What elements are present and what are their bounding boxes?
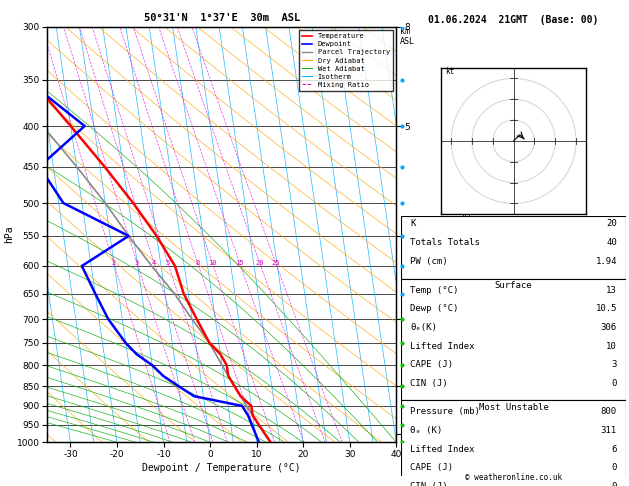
Text: 6: 6 bbox=[611, 445, 617, 453]
Text: Most Unstable: Most Unstable bbox=[479, 403, 548, 412]
Text: 3: 3 bbox=[135, 260, 139, 266]
Text: 0: 0 bbox=[611, 482, 617, 486]
Text: 8: 8 bbox=[196, 260, 200, 266]
Text: θₑ(K): θₑ(K) bbox=[410, 323, 437, 332]
Text: 0: 0 bbox=[611, 379, 617, 388]
Text: Pressure (mb): Pressure (mb) bbox=[410, 407, 480, 416]
Text: 4: 4 bbox=[152, 260, 157, 266]
Text: 01.06.2024  21GMT  (Base: 00): 01.06.2024 21GMT (Base: 00) bbox=[428, 15, 599, 25]
Text: PW (cm): PW (cm) bbox=[410, 257, 448, 266]
Text: 3: 3 bbox=[611, 361, 617, 369]
Legend: Temperature, Dewpoint, Parcel Trajectory, Dry Adiabat, Wet Adiabat, Isotherm, Mi: Temperature, Dewpoint, Parcel Trajectory… bbox=[299, 30, 392, 91]
Text: 0: 0 bbox=[611, 463, 617, 472]
Bar bbox=[401, 278, 626, 400]
Text: Surface: Surface bbox=[495, 281, 532, 290]
Text: Temp (°C): Temp (°C) bbox=[410, 286, 459, 295]
Text: 50°31'N  1°37'E  30m  ASL: 50°31'N 1°37'E 30m ASL bbox=[143, 13, 300, 22]
Text: CIN (J): CIN (J) bbox=[410, 482, 448, 486]
Text: 2: 2 bbox=[112, 260, 116, 266]
Text: 1.94: 1.94 bbox=[596, 257, 617, 266]
Text: 20: 20 bbox=[255, 260, 264, 266]
Text: Totals Totals: Totals Totals bbox=[410, 238, 480, 247]
Bar bbox=[401, 216, 626, 278]
Text: 10: 10 bbox=[208, 260, 216, 266]
Text: CAPE (J): CAPE (J) bbox=[410, 361, 454, 369]
Y-axis label: hPa: hPa bbox=[4, 226, 14, 243]
Text: K: K bbox=[410, 219, 416, 228]
Text: Lifted Index: Lifted Index bbox=[410, 445, 475, 453]
Text: 10: 10 bbox=[606, 342, 617, 351]
Text: 311: 311 bbox=[601, 426, 617, 435]
Bar bbox=[401, 400, 626, 486]
Y-axis label: Mixing Ratio (g/kg): Mixing Ratio (g/kg) bbox=[462, 187, 471, 282]
Text: 10.5: 10.5 bbox=[596, 304, 617, 313]
Text: 5: 5 bbox=[165, 260, 170, 266]
Text: Lifted Index: Lifted Index bbox=[410, 342, 475, 351]
Text: kt: kt bbox=[445, 67, 454, 76]
Text: CIN (J): CIN (J) bbox=[410, 379, 448, 388]
Text: 20: 20 bbox=[606, 219, 617, 228]
Text: 25: 25 bbox=[272, 260, 280, 266]
Text: km
ASL: km ASL bbox=[400, 27, 415, 46]
Text: 306: 306 bbox=[601, 323, 617, 332]
Text: 15: 15 bbox=[235, 260, 244, 266]
Text: 13: 13 bbox=[606, 286, 617, 295]
Text: © weatheronline.co.uk: © weatheronline.co.uk bbox=[465, 473, 562, 482]
Text: Dewp (°C): Dewp (°C) bbox=[410, 304, 459, 313]
Text: 800: 800 bbox=[601, 407, 617, 416]
X-axis label: Dewpoint / Temperature (°C): Dewpoint / Temperature (°C) bbox=[142, 463, 301, 473]
Text: 40: 40 bbox=[606, 238, 617, 247]
Text: θₑ (K): θₑ (K) bbox=[410, 426, 443, 435]
Text: CAPE (J): CAPE (J) bbox=[410, 463, 454, 472]
